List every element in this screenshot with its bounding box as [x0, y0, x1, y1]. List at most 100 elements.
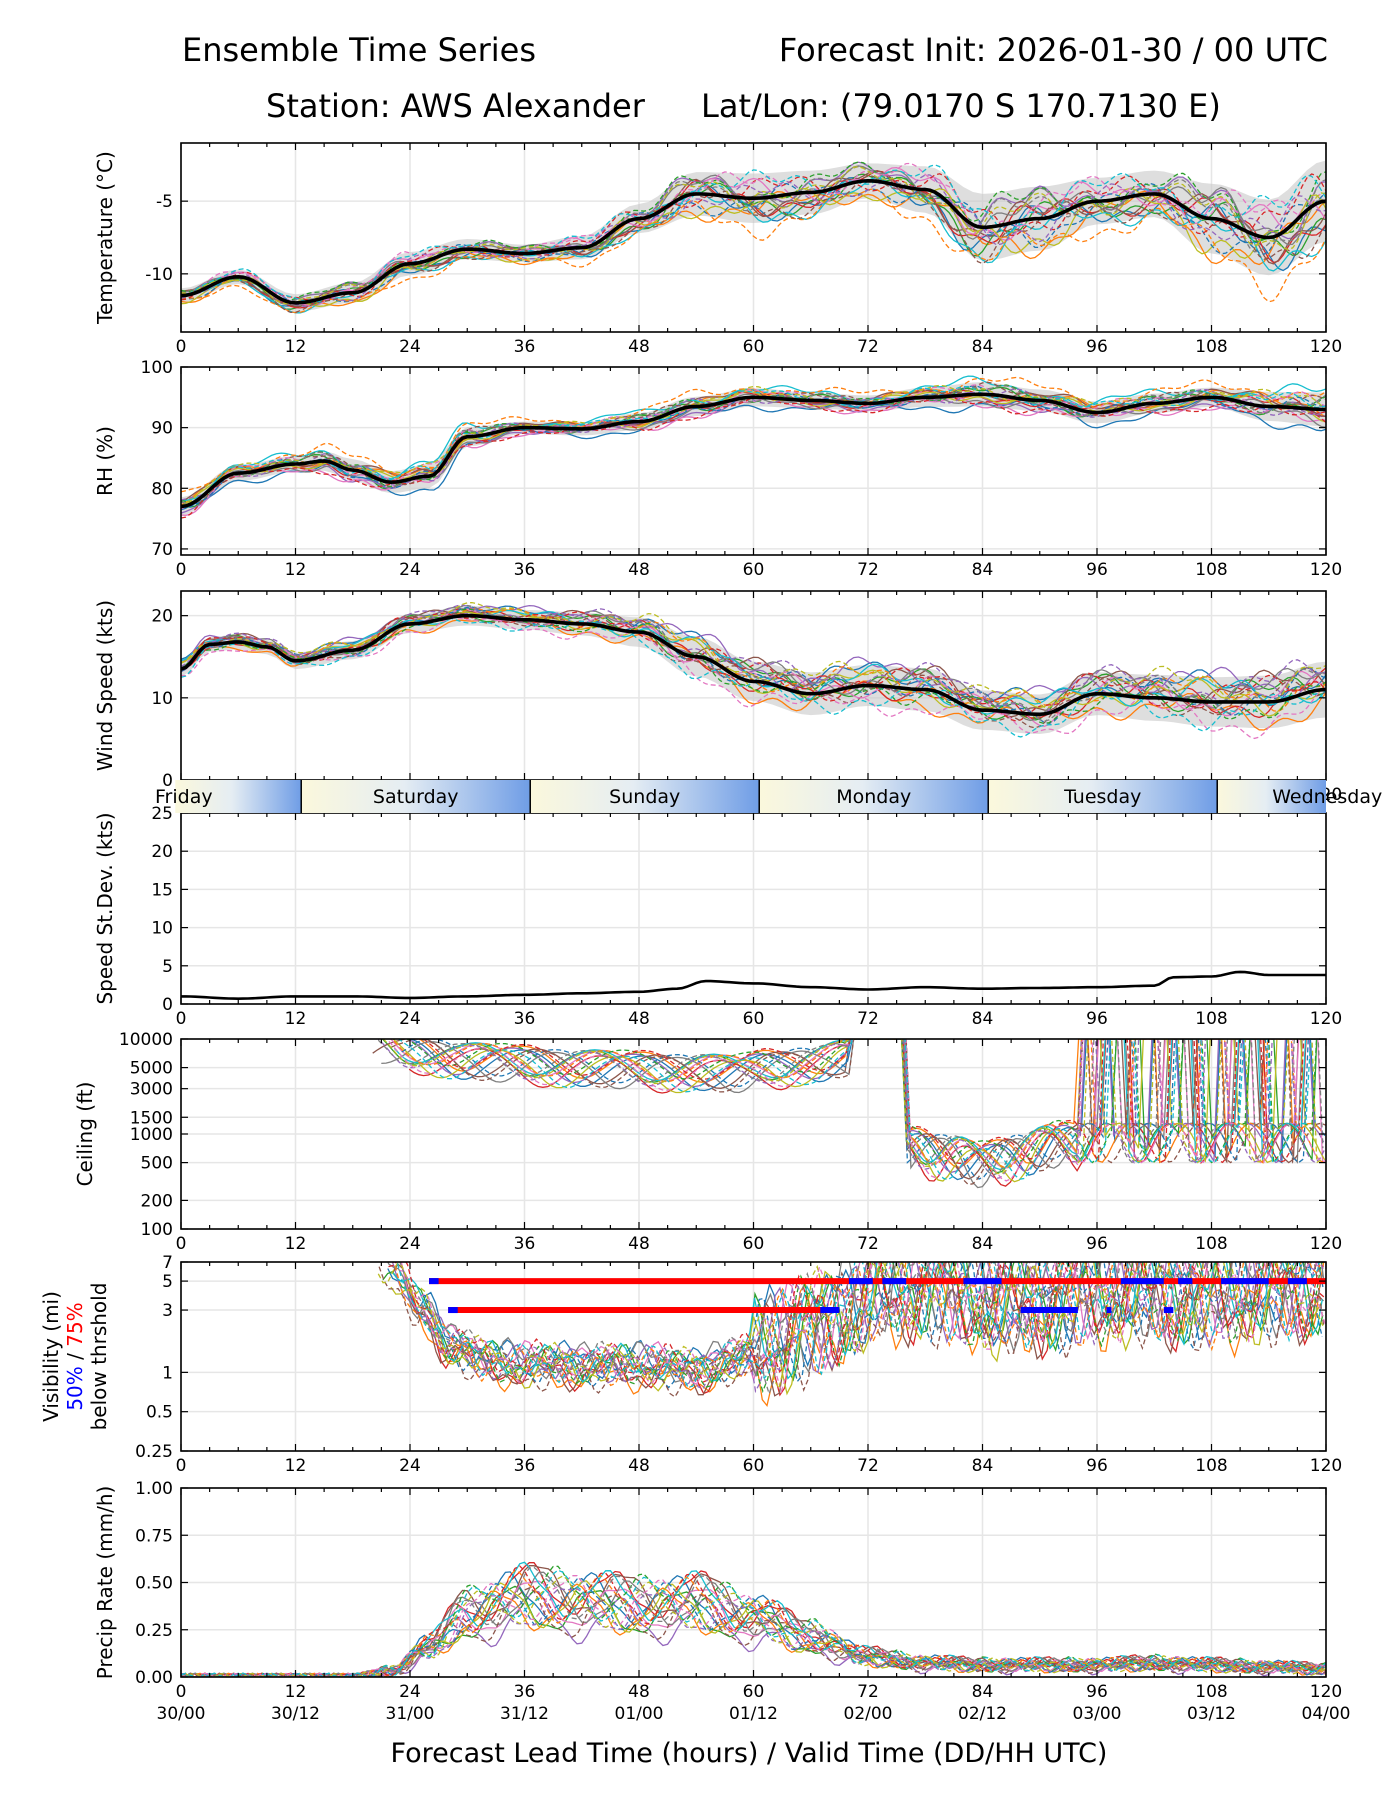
valid-time-label: 03/00 [1073, 1704, 1122, 1724]
day-segment [175, 780, 302, 813]
y-tick-label: 10000 [119, 1030, 173, 1050]
x-tick-label: 84 [972, 1009, 994, 1029]
x-tick-label: 72 [857, 337, 879, 357]
day-label: Sunday [609, 786, 680, 808]
y-tick-label: 5000 [130, 1059, 173, 1079]
x-tick-label: 36 [514, 337, 536, 357]
member-line [181, 182, 1326, 305]
y-axis-sublabel: 50% / 75% [63, 1302, 87, 1410]
x-tick-label: 120 [1310, 1682, 1342, 1702]
day-segment [530, 780, 760, 813]
member-line [181, 386, 1326, 507]
x-tick-label: 48 [628, 337, 650, 357]
spread-band [181, 160, 1326, 312]
member-line [181, 188, 1326, 314]
y-tick-label: -5 [156, 192, 173, 212]
y-tick-label: 100 [141, 358, 173, 378]
panel-rh: 0 12 24 36 48 60 72 84 96 108 120 70 80 90 100 RH (%) [93, 358, 1342, 580]
member-line [421, 1039, 1323, 1165]
x-tick-label: 36 [514, 1009, 536, 1029]
member-line [420, 1262, 1323, 1389]
plot-area [372, 1039, 1326, 1189]
x-tick-label: 24 [399, 560, 421, 580]
chart-panels: 0 12 24 36 48 60 72 84 96 108 120-10-5Temperature … [39, 142, 1382, 1724]
x-tick-label: 36 [514, 1234, 536, 1254]
x-tick-label: 36 [514, 560, 536, 580]
y-tick-label: -10 [145, 265, 173, 285]
x-tick-label: 48 [628, 1009, 650, 1029]
x-tick-label: 72 [857, 1682, 879, 1702]
y-tick-label: 20 [151, 842, 173, 862]
member-line [391, 1262, 1323, 1383]
member-line [181, 1588, 1326, 1677]
valid-time-label: 04/00 [1302, 1704, 1351, 1724]
x-axis-label: Forecast Lead Time (hours) / Valid Time … [391, 1738, 1108, 1769]
y-tick-label: 5 [162, 1272, 173, 1292]
x-tick-label: 108 [1195, 1009, 1227, 1029]
day-label: Tuesday [1063, 786, 1141, 808]
valid-time-label: 01/00 [615, 1704, 664, 1724]
title-right: Forecast Init: 2026-01-30 / 00 UTC [779, 31, 1328, 69]
member-line [181, 617, 1326, 740]
member-line [421, 1262, 1324, 1394]
x-tick-label: 12 [285, 337, 307, 357]
y-tick-label: 10 [151, 919, 173, 939]
member-line [391, 1262, 1319, 1387]
x-tick-label: 0 [176, 560, 187, 580]
x-tick-label: 108 [1195, 1682, 1227, 1702]
x-tick-label: 24 [399, 1682, 421, 1702]
member-line [181, 1565, 1326, 1677]
y-tick-label: 70 [151, 540, 173, 560]
x-tick-label: 60 [743, 1234, 765, 1254]
x-tick-label: 96 [1086, 337, 1108, 357]
panel-wind: 0122436486072849610812001020Wind Speed (… [93, 590, 1342, 805]
y-tick-label: 0.5 [146, 1403, 173, 1423]
x-tick-label: 96 [1086, 1009, 1108, 1029]
x-tick-label: 84 [972, 1234, 994, 1254]
member-line [181, 1575, 1326, 1677]
member-line [377, 1039, 1326, 1180]
member-line [181, 601, 1326, 708]
y-tick-label: 200 [141, 1191, 173, 1211]
day-label: Friday [155, 786, 213, 808]
panel-stdev: 0 12 24 36 48 60 72 84 96 108 120 0 5 10 15 20 25 Speed S… [93, 804, 1342, 1029]
x-tick-label: 120 [1310, 1456, 1342, 1476]
member-line [381, 1039, 1326, 1189]
x-tick-label: 12 [285, 560, 307, 580]
x-tick-label: 60 [743, 1456, 765, 1476]
member-line [181, 375, 1326, 502]
member-line [405, 1039, 1322, 1164]
member-line [392, 1262, 1324, 1397]
x-tick-label: 72 [857, 1456, 879, 1476]
y-axis-label: Ceiling (ft) [73, 1082, 97, 1187]
y-tick-label: 7 [162, 1253, 173, 1273]
x-tick-label: 24 [399, 1009, 421, 1029]
ensemble-mean-line [181, 970, 1326, 1001]
station-latlon: Lat/Lon: (79.0170 S 170.7130 E) [701, 87, 1221, 125]
valid-time-label: 03/12 [1187, 1704, 1236, 1724]
x-tick-label: 0 [176, 1456, 187, 1476]
plot-area [181, 375, 1326, 519]
ensemble-mean-line [181, 613, 1326, 717]
day-label: Saturday [373, 786, 459, 808]
valid-time-label: 30/12 [271, 1704, 320, 1724]
member-line [393, 1039, 1325, 1171]
x-tick-label: 48 [628, 1682, 650, 1702]
x-tick-label: 60 [743, 1009, 765, 1029]
y-tick-label: 1000 [130, 1125, 173, 1145]
x-tick-label: 120 [1310, 1009, 1342, 1029]
member-line [181, 1569, 1326, 1677]
x-tick-label: 108 [1195, 560, 1227, 580]
y-tick-label: 3 [162, 1301, 173, 1321]
x-tick-label: 12 [285, 1456, 307, 1476]
y-tick-label: 100 [141, 1220, 173, 1240]
x-tick-label: 72 [857, 1234, 879, 1254]
y-axis-label: Precip Rate (mm/h) [93, 1486, 117, 1680]
member-line [382, 1039, 1322, 1175]
x-tick-label: 0 [176, 1009, 187, 1029]
y-tick-label: 90 [151, 419, 173, 439]
label-separator: / [63, 1347, 87, 1366]
day-segment [988, 780, 1218, 813]
day-label: Monday [836, 786, 911, 808]
